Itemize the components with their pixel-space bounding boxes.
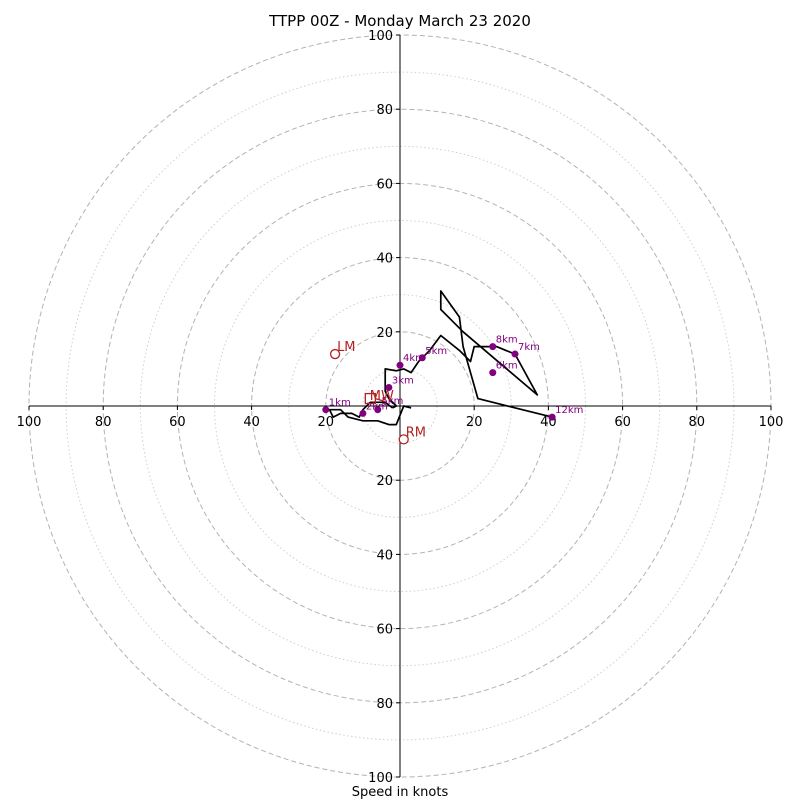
height-label-12km: 12km — [555, 405, 583, 416]
tick-label-north-20: 20 — [376, 326, 393, 341]
hodograph-line-upper — [384, 290, 553, 418]
storm-label-rm: RM — [406, 425, 426, 440]
tick-label-east-60: 60 — [614, 415, 631, 430]
storm-label-lm: LM — [337, 340, 355, 355]
height-point-8km — [489, 343, 497, 351]
storm-motion-markers: LM MW RM — [329, 340, 426, 445]
tick-label-south-20: 20 — [376, 474, 393, 489]
tick-label-south-100: 100 — [368, 771, 393, 786]
axes — [29, 35, 771, 777]
tick-label-south-40: 40 — [376, 548, 393, 563]
height-point-6km — [489, 369, 497, 377]
height-label-5km: 5km — [425, 346, 447, 357]
chart-title: TTPP 00Z - Monday March 23 2020 — [268, 12, 531, 30]
height-point-9 — [374, 406, 382, 414]
height-point-1km — [322, 406, 330, 414]
storm-vector-dt — [375, 397, 386, 403]
height-label-4km: 4km — [403, 353, 425, 364]
height-point-5km — [418, 354, 426, 362]
tick-label-east-80: 80 — [689, 415, 706, 430]
tick-label-north-60: 60 — [376, 177, 393, 192]
tick-label-east-100: 100 — [759, 415, 784, 430]
tick-label-north-100: 100 — [368, 29, 393, 44]
height-point-2km — [359, 409, 367, 417]
tick-label-north-40: 40 — [376, 252, 393, 267]
tick-label-south-60: 60 — [376, 623, 393, 638]
tick-label-west-60: 60 — [169, 415, 186, 430]
tick-label-north-80: 80 — [376, 103, 393, 118]
tick-label-south-80: 80 — [376, 697, 393, 712]
tick-label-east-20: 20 — [466, 415, 483, 430]
height-point-4km — [396, 361, 404, 369]
height-markers: 1km2km3km4km5km6km7km8km12km5km — [322, 335, 583, 421]
storm-marker-rm — [398, 434, 409, 445]
height-label-bunkers: 5km — [381, 396, 403, 407]
height-label-8km: 8km — [496, 335, 518, 346]
height-point-3km — [385, 383, 393, 391]
height-label-1km: 1km — [329, 398, 351, 409]
hodograph-trace — [324, 290, 553, 426]
tick-label-west-20: 20 — [318, 415, 335, 430]
height-label-3km: 3km — [392, 375, 414, 386]
tick-label-west-100: 100 — [17, 415, 42, 430]
height-point-7km — [511, 350, 519, 358]
height-label-6km: 6km — [496, 361, 518, 372]
tick-label-west-40: 40 — [243, 415, 260, 430]
height-point-12km — [548, 413, 556, 421]
tick-label-west-80: 80 — [95, 415, 112, 430]
x-axis-label: Speed in knots — [352, 785, 449, 800]
height-label-7km: 7km — [518, 342, 540, 353]
storm-label-mw: MW — [370, 389, 394, 404]
storm-marker-lm — [329, 348, 341, 360]
tick-labels: 2020202040404040606060608080808010010010… — [17, 29, 784, 786]
